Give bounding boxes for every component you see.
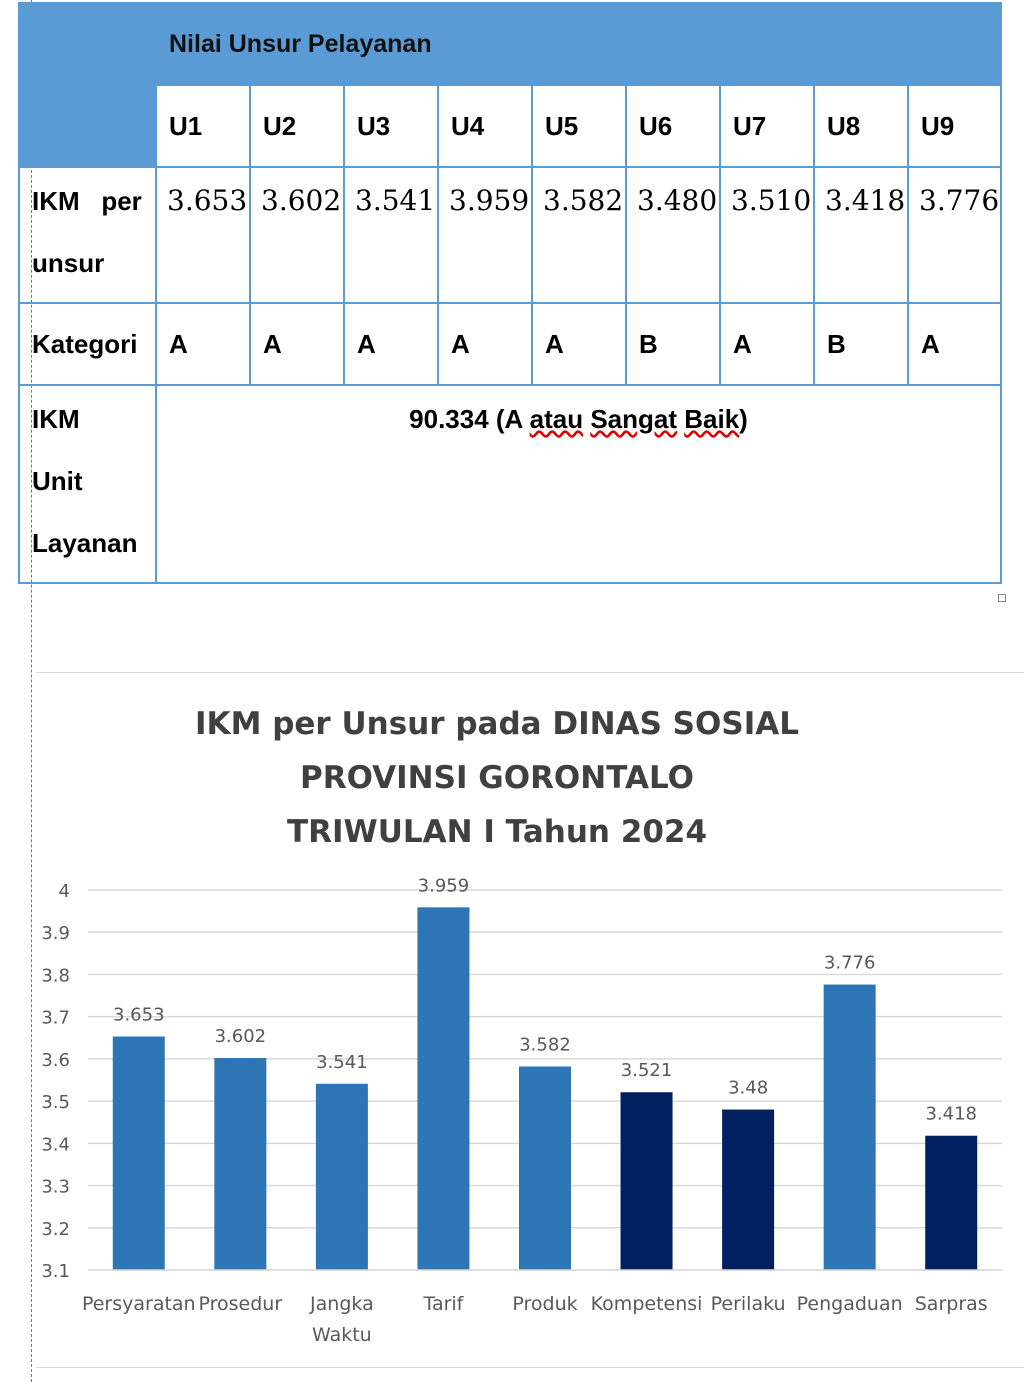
unit-header-u9: U9 — [907, 84, 1002, 168]
x-tick-label-persyaratan: Persyaratan — [82, 1293, 196, 1315]
data-label-produk: 3.582 — [519, 1034, 571, 1055]
ikm-unit-value-word-atau: atau — [529, 404, 584, 434]
unit-header-u1: U1 — [155, 84, 251, 168]
bar-pengaduan — [823, 984, 876, 1270]
bar-sarpras — [925, 1135, 978, 1270]
x-tick-label-jangka-waktu-line-2: Waktu — [312, 1324, 372, 1346]
x-tick-label-tarif: Tarif — [422, 1293, 464, 1315]
bar-kompetensi — [620, 1092, 673, 1270]
table-header-title: Nilai Unsur Pelayanan — [155, 2, 1002, 86]
bar-produk — [519, 1066, 571, 1270]
data-label-jangka-waktu: 3.541 — [316, 1052, 368, 1073]
y-tick-label-3.6: 3.6 — [41, 1050, 70, 1071]
x-tick-label-sarpras: Sarpras — [915, 1293, 988, 1315]
unit-label-line1: IKM — [32, 404, 80, 434]
ikm-label-word: IKM — [32, 186, 80, 216]
y-tick-label-3.7: 3.7 — [41, 1008, 70, 1029]
data-label-prosedur: 3.602 — [215, 1026, 267, 1047]
ikm-table: Nilai Unsur Pelayanan U1 U2 U3 U4 U5 U6 U7 U8 U9… — [18, 2, 1002, 584]
ikm-unit-value-word-sangat: Sangat — [590, 404, 677, 434]
kategori-u2: A — [249, 302, 345, 386]
ikm-unit-value-close: ) — [739, 404, 748, 434]
row-label-kategori: Kategori — [18, 302, 157, 386]
chart-title-line-1: IKM per Unsur pada DINAS SOSIAL — [195, 706, 799, 742]
y-tick-label-3.1: 3.1 — [41, 1261, 70, 1282]
data-label-tarif: 3.959 — [418, 875, 470, 896]
ikm-unit-value-number: 90.334 (A — [409, 404, 530, 434]
unit-label-line3: Layanan — [32, 528, 138, 558]
unit-header-u5: U5 — [531, 84, 627, 168]
ikm-bar-chart: IKM per Unsur pada DINAS SOSIAL PROVINSI … — [41, 706, 1002, 1346]
ikm-value-u2: 3.602 — [249, 166, 345, 304]
x-tick-label-pengaduan: Pengaduan — [797, 1293, 903, 1315]
data-label-pengaduan: 3.776 — [824, 953, 876, 974]
unsur-label-word: unsur — [32, 248, 105, 278]
table-corner-cell — [18, 2, 157, 168]
kategori-u3: A — [343, 302, 439, 386]
kategori-u9: A — [907, 302, 1002, 386]
unit-label-line2: Unit — [32, 466, 83, 496]
x-tick-label-prosedur: Prosedur — [199, 1293, 283, 1315]
data-label-kompetensi: 3.521 — [621, 1060, 673, 1081]
ikm-unit-value: 90.334 (A atau Sangat Baik) — [155, 384, 1002, 584]
x-tick-label-kompetensi: Kompetensi — [591, 1293, 703, 1315]
row-label-ikm-unit-layanan: IKM Unit Layanan — [18, 384, 157, 584]
data-label-perilaku: 3.48 — [728, 1078, 768, 1099]
kategori-u6: B — [625, 302, 721, 386]
ikm-value-u4: 3.959 — [437, 166, 533, 304]
kategori-u5: A — [531, 302, 627, 386]
unit-header-u2: U2 — [249, 84, 345, 168]
ikm-value-u7: 3.510 — [719, 166, 815, 304]
kategori-u8: B — [813, 302, 909, 386]
chart-frame — [36, 672, 1024, 1368]
bar-perilaku — [722, 1109, 775, 1270]
unit-header-u3: U3 — [343, 84, 439, 168]
bar-tarif — [417, 907, 470, 1270]
kategori-u4: A — [437, 302, 533, 386]
kategori-u1: A — [155, 302, 251, 386]
chart-title-line-3: TRIWULAN I Tahun 2024 — [287, 814, 707, 850]
ikm-value-u6: 3.480 — [625, 166, 721, 304]
y-tick-label-3.8: 3.8 — [41, 965, 70, 986]
unit-header-u4: U4 — [437, 84, 533, 168]
table-resize-handle[interactable] — [998, 594, 1006, 602]
chart-title-line-2: PROVINSI GORONTALO — [300, 760, 694, 796]
unit-header-u8: U8 — [813, 84, 909, 168]
x-tick-label-perilaku: Perilaku — [711, 1293, 786, 1315]
ikm-value-u1: 3.653 — [155, 166, 251, 304]
kategori-u7: A — [719, 302, 815, 386]
bar-jangka-waktu — [315, 1083, 368, 1270]
unit-header-u7: U7 — [719, 84, 815, 168]
x-tick-label-jangka-waktu-line-1: Jangka — [309, 1293, 374, 1315]
ikm-value-u8: 3.418 — [813, 166, 909, 304]
data-label-persyaratan: 3.653 — [113, 1005, 165, 1026]
y-tick-label-4: 4 — [59, 881, 70, 902]
per-label-word: per — [101, 186, 142, 216]
vertical-guide-line — [31, 0, 32, 1382]
y-tick-label-3.2: 3.2 — [41, 1219, 70, 1240]
ikm-value-u3: 3.541 — [343, 166, 439, 304]
data-label-sarpras: 3.418 — [925, 1104, 977, 1125]
y-tick-label-3.4: 3.4 — [41, 1134, 70, 1155]
bar-prosedur — [214, 1058, 267, 1270]
y-tick-label-3.3: 3.3 — [41, 1177, 70, 1198]
ikm-value-u5: 3.582 — [531, 166, 627, 304]
row-label-ikm-per-unsur: IKM per unsur — [18, 166, 157, 304]
x-tick-label-produk: Produk — [512, 1293, 577, 1315]
y-tick-label-3.9: 3.9 — [41, 923, 70, 944]
ikm-value-u9: 3.776 — [907, 166, 1002, 304]
unit-header-u6: U6 — [625, 84, 721, 168]
y-tick-label-3.5: 3.5 — [41, 1092, 70, 1113]
bar-persyaratan — [112, 1036, 165, 1270]
ikm-unit-value-word-baik: Baik — [684, 404, 740, 434]
